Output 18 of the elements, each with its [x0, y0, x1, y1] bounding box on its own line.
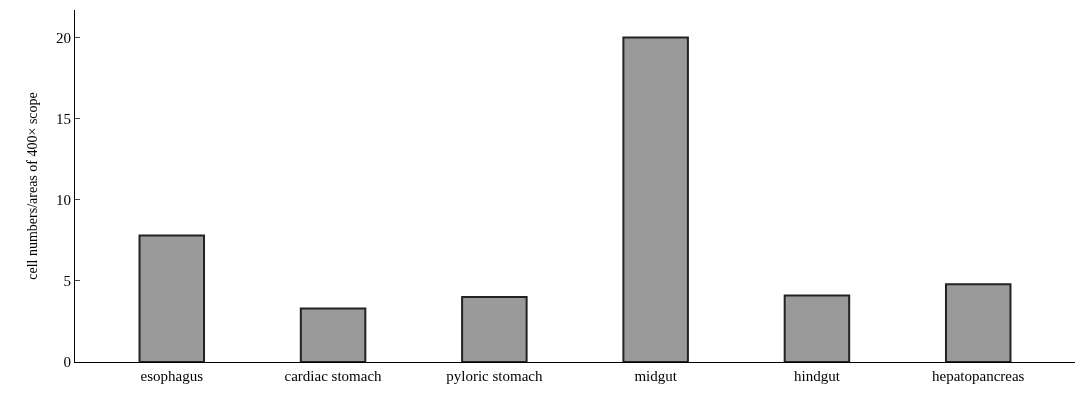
x-tick-label: esophagus [140, 368, 204, 384]
bar [944, 283, 1012, 362]
bar [622, 36, 689, 362]
x-tick-label: hindgut [794, 368, 841, 384]
y-tick-label: 0 [63, 354, 71, 371]
x-tick-label: pyloric stomach [446, 368, 543, 384]
x-tick-label: hepatopancreas [932, 368, 1025, 384]
x-tick-label: midgut [634, 368, 678, 384]
y-tick-label: 15 [56, 110, 71, 127]
bar [783, 294, 851, 362]
y-tick-label: 5 [63, 273, 71, 290]
bar [299, 307, 367, 362]
bar [461, 296, 528, 362]
y-axis-title: cell numbers/areas of 400× scope [24, 92, 40, 280]
bar [138, 234, 206, 362]
y-tick-label: 10 [56, 192, 71, 209]
y-tick-label: 20 [56, 29, 71, 46]
x-tick-label: cardiac stomach [284, 368, 383, 384]
